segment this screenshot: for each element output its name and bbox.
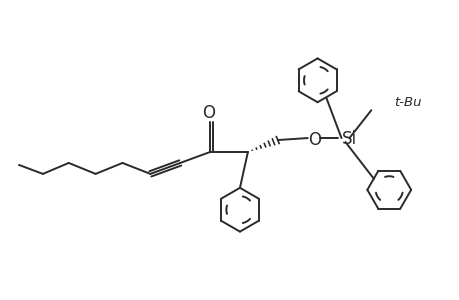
Text: t-Bu: t-Bu [393, 96, 421, 109]
Text: O: O [308, 131, 320, 149]
Text: Si: Si [341, 130, 356, 148]
Text: O: O [202, 104, 215, 122]
